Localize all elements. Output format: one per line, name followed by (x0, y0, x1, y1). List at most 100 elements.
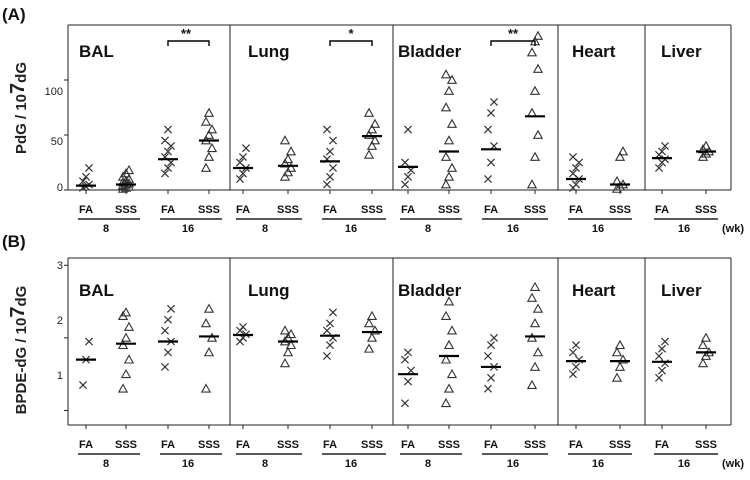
a-lung-sss16: SSS (361, 204, 383, 216)
b-lung-fa8: FA (236, 439, 250, 451)
panel-a-lung-sss8-point-3 (279, 158, 291, 168)
panel-a-lung-sss8-point-0 (279, 171, 291, 181)
a-lung-fa16: FA (323, 204, 337, 216)
panel-a-bal-sss8-point-11 (123, 164, 135, 175)
panel-a-liver-sss16-point-4 (700, 140, 712, 150)
sig-bracket-bal (167, 40, 210, 46)
panel-a-lung-fa16-point-4 (325, 147, 335, 156)
panel-a-bladder-fa8-point-4 (403, 125, 413, 134)
panel-a-bal-fa16-point-0 (160, 169, 170, 178)
panel-b-bladder-fa16-point-0 (483, 384, 493, 393)
panel-b-liver-fa16-point-0 (654, 373, 664, 382)
panel-a-bladder-sss16-point-8 (532, 30, 544, 40)
panel-a-bladder-fa16-point-1 (486, 158, 496, 167)
panel-a-lung-sss16-point-4 (366, 124, 378, 134)
b-bladder-sss8: SSS (438, 439, 460, 451)
panel-b-bal-sss8-point-4 (120, 332, 132, 342)
panel-b-ylabel-main: BPDE-dG / 10 (13, 318, 30, 415)
a-lung-wk16: 16 (345, 223, 357, 235)
panel-a-liver-fa16-point-0 (654, 163, 664, 173)
panel-b-bladder-sss16-point-6 (526, 292, 538, 302)
panel-b-lung-fa8-point-4 (238, 322, 248, 332)
panel-b-bladder-fa8-point-2 (406, 366, 416, 375)
b-bal-fa8: FA (79, 439, 93, 451)
b-liver-fa16: FA (655, 439, 669, 451)
a-bladder-wk16: 16 (507, 223, 519, 235)
panel-b-bal-sss16-point-4 (203, 303, 215, 313)
panel-b-lung-sss16-point-3 (363, 318, 375, 328)
panel-a-lung-sss8-point-5 (285, 146, 297, 156)
b-lung-wk16: 16 (345, 458, 357, 470)
panel-a-bal-sss16-point-0 (200, 162, 212, 172)
panel-b-bal-fa16-point-4 (163, 315, 173, 324)
panel-b-bladder-sss16-point-0 (526, 379, 538, 389)
panel-a-heart-sss16-point-1 (614, 181, 626, 191)
a-wk-unit: (wk) (722, 223, 744, 235)
panel-a-lung-fa8-point-5 (241, 144, 251, 153)
panel-a-title-liver: Liver (661, 42, 702, 61)
panel-a-heart-sss16-point-4 (614, 151, 626, 161)
panel-a-ylabel: PdG / 107dG (7, 62, 30, 154)
panel-b-bladder-sss16-point-5 (532, 303, 544, 313)
panel-b-lung-sss8-point-1 (282, 347, 294, 357)
panel-b-ylabel-tail: dG (13, 286, 30, 307)
panel-a-bladder-sss16-point-6 (526, 47, 538, 57)
panel-a-bal-fa16-point-6 (160, 136, 170, 145)
panel-b-label: (B) (2, 232, 26, 251)
sig-bracket-bladder (490, 40, 536, 46)
panel-b-title-lung: Lung (248, 281, 290, 300)
b-lung-wk8: 8 (262, 458, 268, 470)
b-heart-fa16: FA (569, 439, 583, 451)
panel-a-lung-fa8-point-1 (238, 169, 248, 178)
panel-a-liver-fa16-point-2 (660, 155, 670, 164)
panel-a-bladder-fa16-point-3 (483, 125, 493, 134)
panel-a-bal-sss16-point-5 (206, 124, 218, 134)
panel-b-bladder-fa16-point-3 (483, 351, 493, 361)
panel-b-bal-fa16-point-3 (160, 326, 170, 335)
panel-b-lung-sss16-point-4 (366, 310, 378, 320)
panel-a-ytick-0: 0 (57, 182, 63, 194)
panel-a-title-lung: Lung (248, 42, 290, 61)
panel-a-lung-fa16-point-0 (322, 180, 332, 189)
panel-a-liver-fa16-point-4 (657, 147, 667, 156)
panel-b-title-liver: Liver (661, 281, 702, 300)
panel-a-bladder-sss8-point-2 (446, 162, 458, 172)
panel-b-bladder-sss8-point-5 (446, 325, 458, 335)
panel-a-lung-sss8-point-6 (279, 135, 291, 145)
panel-b-bladder-sss8-point-7 (443, 296, 455, 306)
panel-b-lung-fa16-point-0 (322, 351, 332, 361)
panel-a-bal-fa8-point-4 (81, 172, 91, 181)
panel-a-bladder-sss16-point-1 (529, 151, 541, 161)
panel-b-bal-fa8-point-2 (84, 337, 94, 346)
panel-a-lung-sss16-point-1 (366, 140, 378, 150)
panel-a-lung-sss16-point-5 (369, 118, 381, 128)
b-bladder-fa16: FA (484, 439, 498, 451)
panel-a-bladder-sss16-point-0 (526, 179, 538, 189)
panel-b-bal-sss8-point-1 (120, 368, 132, 379)
panel-a-title-heart: Heart (572, 42, 616, 61)
panel-a-bladder-sss16-point-4 (529, 85, 541, 95)
panel-b-title-heart: Heart (572, 281, 616, 300)
panel-b-bal-sss16-point-0 (200, 383, 212, 393)
a-bladder-fa8: FA (401, 204, 415, 216)
panel-a-lung-sss16-point-3 (363, 129, 375, 139)
panel-a-lung-fa16-point-2 (328, 163, 338, 173)
panel-b-bladder-sss16-point-1 (529, 361, 541, 371)
b-lung-sss8: SSS (277, 439, 299, 451)
panel-a-title-bladder: Bladder (398, 42, 462, 61)
panel-b-lung-fa16-point-1 (325, 341, 335, 350)
panel-a-ytick-50: 50 (51, 136, 63, 148)
panel-b-bladder-sss8-point-4 (443, 339, 455, 350)
panel-b-liver-fa16-point-3 (654, 351, 664, 361)
panel-b-bal-sss16-point-3 (200, 318, 212, 328)
panel-b-bal-fa16-point-0 (160, 362, 170, 371)
panel-a-bal-fa8-point-3 (78, 177, 88, 186)
a-bladder-wk8: 8 (425, 223, 431, 235)
panel-b-heart-fa16-point-0 (568, 370, 578, 379)
panel-a-bal-sss16-point-2 (206, 142, 218, 153)
panel-a-lung-fa16-point-5 (328, 136, 338, 145)
panel-a-bal-fa16-point-1 (163, 163, 173, 173)
panel-b-lung-fa16-point-5 (328, 308, 338, 317)
panel-a-lung-fa16-point-1 (325, 172, 335, 181)
panel-b-heart-fa16-point-4 (571, 341, 581, 350)
